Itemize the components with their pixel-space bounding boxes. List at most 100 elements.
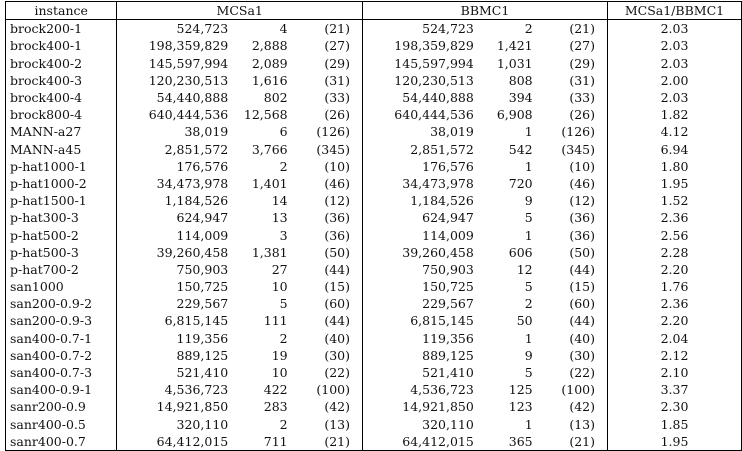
cell-bbmc1-nodes: 14,921,850 bbox=[361, 398, 478, 416]
cell-bbmc1-time: 1 bbox=[524, 416, 533, 432]
cell-mcsa1-time: 5 bbox=[279, 296, 288, 312]
cell-mcsa1-nodes: 4,536,723 bbox=[116, 381, 233, 399]
cell-bbmc1-colors: (26) bbox=[569, 107, 595, 123]
cell-instance: brock800-4 bbox=[10, 107, 83, 123]
results-table: instance MCSa1 BBMC1 MCSa1/BBMC1 brock20… bbox=[5, 1, 742, 451]
cell-mcsa1-nodes: 624,947 bbox=[116, 209, 233, 227]
cell-bbmc1-nodes: 150,725 bbox=[361, 278, 478, 296]
cell-ratio: 2.03 bbox=[607, 54, 742, 72]
cell-bbmc1-nodes: 320,110 bbox=[361, 415, 478, 433]
cell-ratio: 2.04 bbox=[607, 329, 742, 347]
cell-bbmc1-nodes: 2,851,572 bbox=[361, 140, 478, 158]
cell-bbmc1-colors: (21) bbox=[569, 433, 595, 449]
cell-instance: san400-0.9-1 bbox=[10, 382, 93, 398]
cell-instance: brock200-1 bbox=[10, 21, 83, 37]
cell-bbmc1-colors: (31) bbox=[569, 72, 595, 88]
cell-mcsa1-time: 1,401 bbox=[251, 175, 288, 191]
cell-bbmc1-time: 606 bbox=[508, 244, 533, 260]
cell-bbmc1-nodes: 145,597,994 bbox=[361, 54, 478, 72]
cell-ratio: 4.12 bbox=[607, 123, 742, 141]
cell-mcsa1-time: 422 bbox=[263, 382, 288, 398]
cell-ratio: 2.03 bbox=[607, 19, 742, 38]
cell-instance: p-hat500-3 bbox=[10, 244, 79, 260]
cell-instance: sanr400-0.5 bbox=[10, 416, 86, 432]
cell-mcsa1-colors: (46) bbox=[324, 175, 350, 191]
cell-instance: sanr400-0.7 bbox=[10, 433, 86, 449]
cell-ratio: 2.10 bbox=[607, 363, 742, 382]
table-row: p-hat700-2 750,903 27 (44) 750,903 12 (44) 2.20 bbox=[6, 260, 742, 278]
cell-bbmc1-nodes: 521,410 bbox=[361, 363, 478, 382]
cell-bbmc1-time: 1 bbox=[524, 227, 533, 243]
cell-ratio: 2.03 bbox=[607, 37, 742, 55]
table-row: p-hat300-3 624,947 13 (36) 624,947 5 (36) 2.36 bbox=[6, 209, 742, 227]
cell-mcsa1-time: 2,089 bbox=[251, 55, 288, 71]
table-row: san200-0.9-3 6,815,145 111 (44) 6,815,145 50 (… bbox=[6, 312, 742, 330]
cell-bbmc1-time: 394 bbox=[508, 90, 533, 106]
cell-ratio: 2.56 bbox=[607, 226, 742, 244]
cell-instance: MANN-a27 bbox=[10, 124, 82, 140]
table-row: san200-0.9-2 229,567 5 (60) 229,567 2 (60) 2.36 bbox=[6, 295, 742, 313]
cell-instance: p-hat1500-1 bbox=[10, 193, 87, 209]
cell-mcsa1-nodes: 889,125 bbox=[116, 346, 233, 364]
cell-instance: p-hat700-2 bbox=[10, 261, 79, 277]
cell-mcsa1-time: 3 bbox=[279, 227, 288, 243]
cell-instance: MANN-a45 bbox=[10, 141, 82, 157]
cell-mcsa1-time: 10 bbox=[271, 279, 288, 295]
cell-bbmc1-nodes: 34,473,978 bbox=[361, 174, 478, 193]
cell-bbmc1-nodes: 1,184,526 bbox=[361, 192, 478, 210]
cell-bbmc1-time: 542 bbox=[508, 141, 533, 157]
cell-mcsa1-colors: (126) bbox=[316, 124, 350, 140]
cell-instance: san200-0.9-3 bbox=[10, 313, 93, 329]
table-row: brock400-2 145,597,994 2,089 (29) 145,597,99… bbox=[6, 54, 742, 72]
cell-mcsa1-colors: (42) bbox=[324, 399, 350, 415]
cell-ratio: 1.80 bbox=[607, 157, 742, 175]
table-row: p-hat1000-1 176,576 2 (10) 176,576 1 (10) 1.80 bbox=[6, 157, 742, 175]
cell-mcsa1-colors: (36) bbox=[324, 227, 350, 243]
cell-bbmc1-nodes: 4,536,723 bbox=[361, 381, 478, 399]
cell-bbmc1-nodes: 39,260,458 bbox=[361, 243, 478, 261]
cell-mcsa1-time: 1,616 bbox=[251, 72, 288, 88]
cell-mcsa1-colors: (26) bbox=[324, 107, 350, 123]
cell-bbmc1-colors: (10) bbox=[569, 158, 595, 174]
cell-mcsa1-time: 13 bbox=[271, 210, 288, 226]
cell-mcsa1-time: 6 bbox=[279, 124, 288, 140]
cell-mcsa1-colors: (60) bbox=[324, 296, 350, 312]
header-row: instance MCSa1 BBMC1 MCSa1/BBMC1 bbox=[5, 1, 742, 21]
cell-mcsa1-nodes: 524,723 bbox=[116, 19, 233, 38]
cell-bbmc1-time: 2 bbox=[524, 296, 533, 312]
cell-bbmc1-nodes: 640,444,536 bbox=[361, 106, 478, 124]
table-row: sanr200-0.9 14,921,850 283 (42) 14,921,850 12… bbox=[6, 398, 742, 416]
cell-bbmc1-time: 1,031 bbox=[496, 55, 533, 71]
cell-bbmc1-nodes: 119,356 bbox=[361, 329, 478, 347]
cell-mcsa1-nodes: 14,921,850 bbox=[116, 398, 233, 416]
cell-bbmc1-colors: (100) bbox=[561, 382, 595, 398]
cell-mcsa1-nodes: 320,110 bbox=[116, 415, 233, 433]
cell-instance: san400-0.7-1 bbox=[10, 330, 93, 346]
table-row: p-hat1500-1 1,184,526 14 (12) 1,184,526 9 (12)… bbox=[6, 192, 742, 210]
cell-instance: san400-0.7-3 bbox=[10, 365, 93, 381]
cell-instance: san400-0.7-2 bbox=[10, 347, 93, 363]
cell-mcsa1-nodes: 198,359,829 bbox=[116, 37, 233, 55]
cell-mcsa1-colors: (10) bbox=[324, 158, 350, 174]
cell-mcsa1-time: 111 bbox=[263, 313, 288, 329]
cell-bbmc1-time: 5 bbox=[524, 279, 533, 295]
cell-mcsa1-nodes: 114,009 bbox=[116, 226, 233, 244]
cell-bbmc1-colors: (15) bbox=[569, 279, 595, 295]
cell-bbmc1-colors: (126) bbox=[561, 124, 595, 140]
cell-bbmc1-colors: (33) bbox=[569, 90, 595, 106]
cell-bbmc1-nodes: 750,903 bbox=[361, 260, 478, 278]
cell-mcsa1-colors: (21) bbox=[324, 433, 350, 449]
header-bbmc1: BBMC1 bbox=[361, 1, 608, 21]
cell-bbmc1-nodes: 624,947 bbox=[361, 209, 478, 227]
cell-mcsa1-nodes: 176,576 bbox=[116, 157, 233, 175]
cell-instance: brock400-3 bbox=[10, 72, 83, 88]
table-row: brock200-1 524,723 4 (21) 524,723 2 (21) 2.03 bbox=[6, 19, 742, 38]
cell-mcsa1-colors: (100) bbox=[316, 382, 350, 398]
cell-mcsa1-time: 10 bbox=[271, 365, 288, 381]
cell-bbmc1-colors: (36) bbox=[569, 210, 595, 226]
cell-ratio: 1.82 bbox=[607, 106, 742, 124]
header-instance: instance bbox=[5, 1, 117, 21]
cell-ratio: 2.30 bbox=[607, 398, 742, 416]
cell-mcsa1-nodes: 640,444,536 bbox=[116, 106, 233, 124]
cell-mcsa1-colors: (22) bbox=[324, 365, 350, 381]
